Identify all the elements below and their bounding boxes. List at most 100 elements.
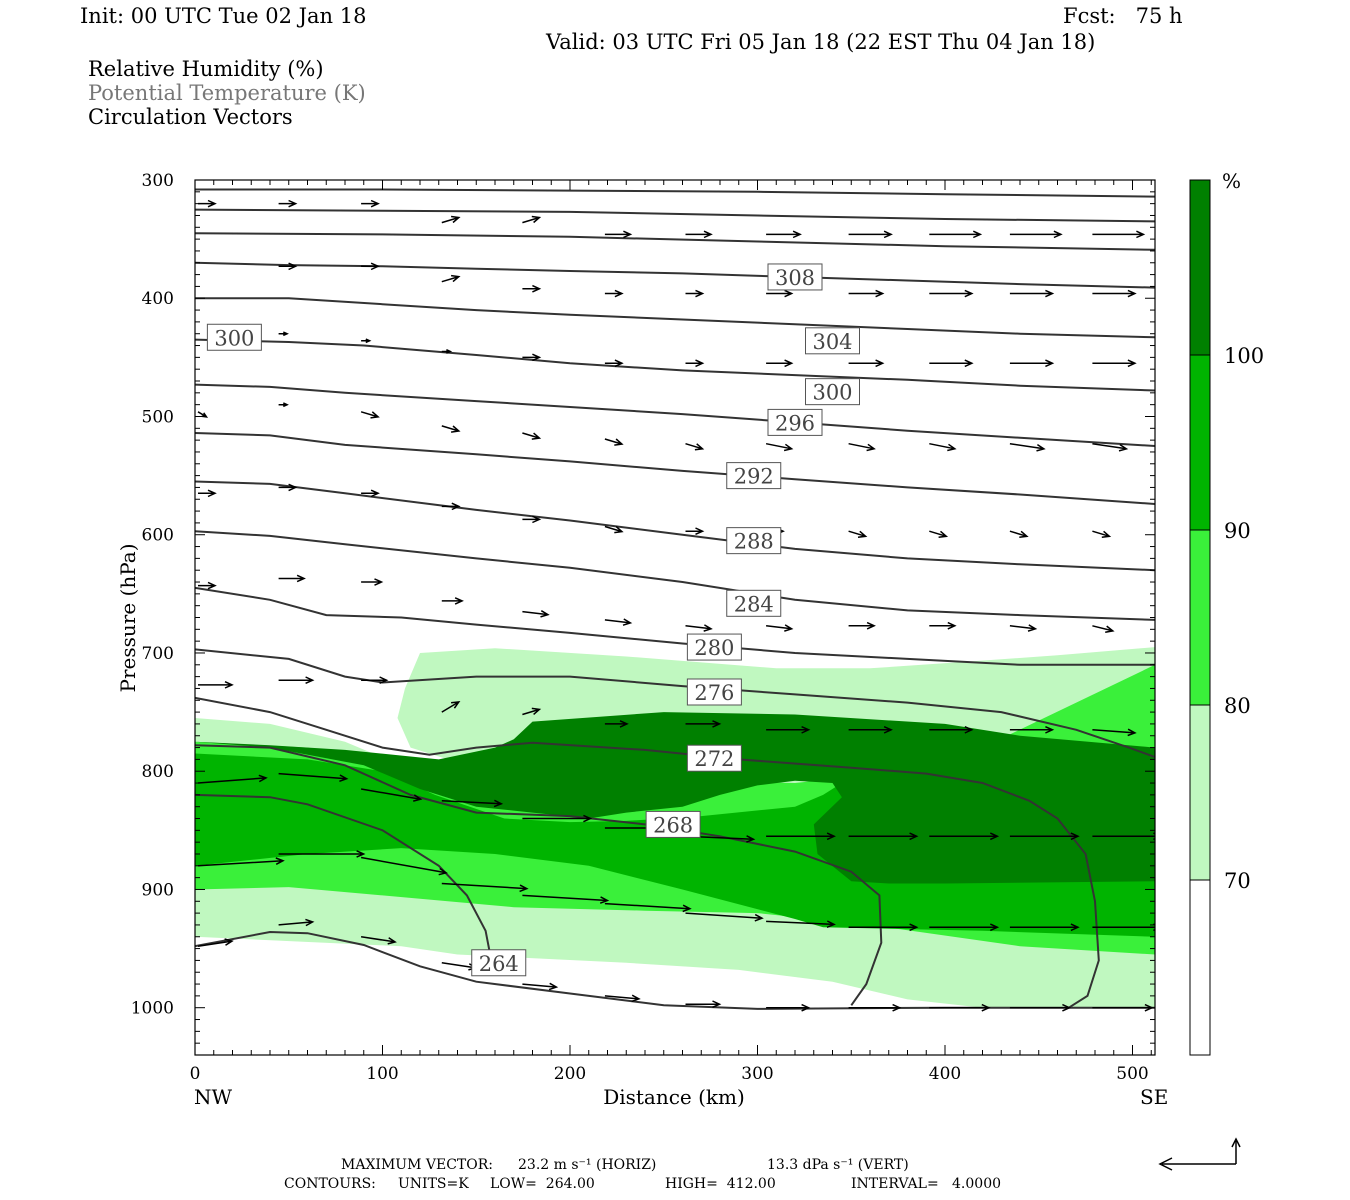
circulation-vector bbox=[441, 700, 461, 713]
circulation-vector bbox=[848, 230, 893, 239]
colorbar-level-label: 70 bbox=[1224, 869, 1251, 893]
circulation-vector bbox=[848, 289, 885, 298]
circulation-vector bbox=[1009, 726, 1055, 734]
contour-label-box bbox=[805, 378, 860, 406]
contours-high: HIGH= 412.00 bbox=[665, 1176, 776, 1192]
x-axis-right-end-label: SE bbox=[1140, 1085, 1168, 1109]
circulation-vector bbox=[522, 610, 550, 618]
x-tick-label: 300 bbox=[741, 1064, 773, 1084]
colorbar-segment bbox=[1190, 705, 1210, 880]
circulation-vector bbox=[685, 1000, 722, 1008]
y-tick-label: 900 bbox=[142, 880, 174, 900]
circulation-vector bbox=[604, 289, 624, 298]
circulation-vector bbox=[848, 923, 919, 932]
circulation-vector bbox=[1092, 289, 1137, 298]
colorbar-level-label: 80 bbox=[1224, 694, 1251, 718]
circulation-vector bbox=[1092, 359, 1137, 368]
circulation-vector bbox=[441, 962, 478, 971]
theta-contour-292-8 bbox=[195, 432, 1155, 505]
forecast-hour: Fcst: 75 h bbox=[1063, 4, 1183, 28]
circulation-vector bbox=[604, 618, 633, 626]
x-tick-label: 100 bbox=[366, 1064, 398, 1084]
theta-contours bbox=[195, 188, 1155, 1010]
contour-label-box bbox=[206, 323, 262, 351]
contour-label-box bbox=[686, 678, 742, 706]
circulation-vector bbox=[278, 772, 349, 783]
circulation-vector bbox=[1092, 728, 1137, 737]
circulation-vector bbox=[361, 578, 384, 586]
circulation-vector bbox=[929, 230, 983, 239]
theta-contour-308-12 bbox=[195, 261, 1155, 289]
circulation-vector bbox=[929, 621, 957, 630]
circulation-vector bbox=[766, 359, 794, 368]
x-tick-label: 0 bbox=[190, 1064, 201, 1084]
field-theta-label: Potential Temperature (K) bbox=[88, 81, 366, 105]
theta-contour-316-14 bbox=[195, 208, 1155, 223]
valid-time: Valid: 03 UTC Fri 05 Jan 18 (22 EST Thu … bbox=[546, 30, 1096, 54]
circulation-vector bbox=[685, 359, 705, 368]
circulation-vector bbox=[522, 353, 542, 362]
circulation-vector bbox=[361, 338, 372, 344]
circulation-vector bbox=[1009, 530, 1029, 539]
circulation-vector bbox=[361, 489, 380, 498]
circulation-vector bbox=[522, 215, 542, 224]
circulation-vector bbox=[361, 262, 380, 271]
circulation-vector bbox=[360, 936, 397, 945]
circulation-vector bbox=[522, 432, 542, 440]
init-time: Init: 00 UTC Tue 02 Jan 18 bbox=[80, 4, 367, 28]
circulation-vector bbox=[604, 438, 624, 446]
y-axis-title: Pressure (hPa) bbox=[116, 544, 140, 693]
circulation-vector bbox=[766, 832, 836, 841]
circulation-vector bbox=[441, 349, 453, 354]
circulation-vector bbox=[278, 918, 315, 927]
circulation-vector bbox=[848, 1003, 902, 1012]
circulation-vector bbox=[848, 359, 885, 368]
circulation-vector bbox=[441, 502, 461, 511]
y-tick-label: 400 bbox=[142, 289, 174, 309]
circulation-vector bbox=[1009, 359, 1055, 368]
circulation-vector bbox=[1009, 624, 1038, 632]
rh-region-90-2 bbox=[195, 753, 1155, 937]
theta-contour-300-10 bbox=[195, 338, 1155, 392]
theta-contour-264-1 bbox=[195, 793, 493, 961]
circulation-vector bbox=[766, 230, 802, 239]
circulation-vector bbox=[848, 530, 868, 539]
contour-label: 276 bbox=[694, 681, 734, 705]
contour-label-box bbox=[726, 589, 782, 617]
contour-label-box bbox=[767, 408, 823, 436]
circulation-vector bbox=[929, 832, 1000, 841]
circulation-vector bbox=[929, 923, 1000, 932]
theta-contour-296-9 bbox=[195, 383, 1155, 447]
contour-label: 268 bbox=[653, 813, 693, 837]
circulation-vector bbox=[522, 707, 542, 716]
colorbar-unit: % bbox=[1222, 169, 1241, 193]
circulation-vector bbox=[848, 442, 876, 452]
circulation-vector bbox=[278, 676, 315, 684]
contour-label: 296 bbox=[775, 411, 815, 435]
contour-label-box bbox=[805, 327, 860, 355]
field-vectors-label: Circulation Vectors bbox=[88, 105, 293, 129]
contour-label: 300 bbox=[214, 326, 254, 350]
circulation-vector bbox=[1009, 442, 1046, 452]
circulation-vector bbox=[278, 262, 298, 271]
circulation-vector bbox=[929, 359, 974, 368]
colorbar-level-label: 100 bbox=[1224, 344, 1264, 368]
contours-label: CONTOURS: bbox=[284, 1176, 376, 1192]
circulation-vector bbox=[198, 581, 217, 590]
theta-contour-264-0 bbox=[195, 930, 1155, 1010]
y-tick-label: 800 bbox=[142, 762, 174, 782]
x-axis-title: Distance (km) bbox=[603, 1085, 745, 1109]
circulation-vector bbox=[929, 289, 974, 298]
circulation-vector bbox=[685, 442, 705, 451]
contour-label: 288 bbox=[734, 530, 774, 554]
circulation-vector bbox=[1009, 923, 1080, 932]
circulation-vector bbox=[197, 938, 234, 947]
circulation-vector bbox=[1092, 442, 1129, 452]
circulation-vector bbox=[278, 402, 289, 408]
y-tick-label: 500 bbox=[142, 407, 174, 427]
x-tick-label: 200 bbox=[554, 1064, 586, 1084]
circulation-vector bbox=[1009, 289, 1055, 298]
y-tick-label: 1000 bbox=[131, 999, 174, 1019]
circulation-vector bbox=[1092, 625, 1115, 633]
